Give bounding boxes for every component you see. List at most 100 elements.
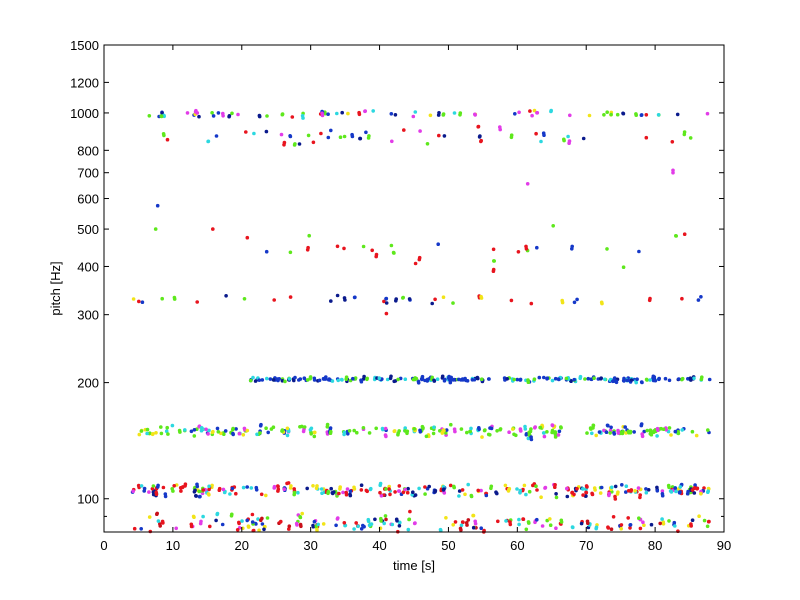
- data-point: [439, 528, 443, 533]
- data-point: [299, 524, 303, 529]
- data-point: [657, 376, 661, 381]
- data-point: [527, 489, 532, 494]
- data-point: [444, 516, 448, 520]
- data-point: [384, 301, 389, 305]
- data-point: [529, 301, 534, 306]
- data-point: [515, 377, 520, 382]
- data-point: [390, 139, 394, 144]
- data-point: [250, 512, 255, 517]
- data-point: [692, 376, 696, 381]
- data-point: [655, 489, 660, 493]
- data-point: [480, 435, 484, 439]
- data-point: [656, 113, 661, 117]
- data-point: [389, 243, 394, 248]
- data-point: [269, 427, 274, 431]
- data-point: [453, 429, 457, 434]
- data-point: [342, 246, 346, 251]
- data-point: [678, 485, 683, 489]
- data-point: [408, 509, 412, 514]
- data-point: [636, 486, 641, 490]
- data-point: [511, 427, 515, 431]
- data-point: [411, 490, 415, 495]
- data-point: [367, 431, 372, 435]
- data-point: [216, 111, 221, 115]
- data-point: [312, 519, 317, 524]
- data-point: [648, 428, 653, 433]
- data-point: [488, 426, 492, 430]
- data-point: [565, 486, 569, 491]
- data-point: [420, 377, 424, 382]
- data-point: [378, 490, 382, 495]
- data-point: [706, 489, 710, 494]
- data-point: [639, 113, 644, 117]
- data-point: [571, 525, 575, 530]
- data-point: [207, 493, 211, 497]
- data-point: [329, 299, 333, 303]
- data-point: [592, 376, 596, 381]
- data-point: [605, 110, 609, 114]
- data-point: [195, 484, 200, 489]
- data-point: [451, 523, 456, 527]
- data-point: [210, 111, 214, 115]
- data-point: [591, 423, 596, 428]
- data-point: [165, 137, 170, 142]
- data-point: [259, 518, 263, 523]
- data-point: [300, 424, 304, 429]
- data-point: [251, 375, 255, 380]
- data-point: [635, 377, 639, 382]
- data-point: [517, 110, 521, 115]
- data-point: [371, 109, 376, 113]
- data-point: [461, 520, 465, 525]
- data-point: [527, 521, 531, 525]
- data-point: [370, 248, 375, 253]
- data-point: [264, 493, 268, 498]
- data-point: [338, 485, 343, 489]
- data-point: [222, 432, 226, 437]
- data-point: [192, 490, 197, 494]
- data-point: [554, 495, 559, 500]
- data-point: [248, 378, 253, 383]
- data-point: [432, 379, 437, 383]
- data-point: [320, 113, 325, 118]
- data-point: [568, 113, 572, 118]
- data-point: [367, 134, 371, 138]
- data-point: [604, 430, 609, 435]
- data-point: [340, 110, 345, 115]
- data-point: [199, 519, 203, 524]
- data-point: [658, 521, 662, 526]
- data-point: [640, 434, 645, 439]
- data-point: [335, 111, 339, 116]
- data-point: [361, 244, 366, 249]
- data-point: [271, 378, 276, 382]
- data-point: [308, 375, 313, 379]
- data-point: [321, 522, 326, 526]
- data-point: [648, 296, 652, 301]
- data-point: [523, 427, 528, 431]
- data-point: [285, 426, 290, 431]
- data-point: [407, 517, 412, 522]
- data-point: [625, 378, 629, 383]
- data-point: [655, 434, 659, 438]
- data-point: [389, 374, 393, 379]
- data-point: [166, 432, 170, 436]
- data-point: [392, 429, 397, 433]
- data-point: [418, 129, 422, 133]
- data-point: [241, 433, 246, 437]
- data-point: [605, 247, 609, 251]
- data-point: [403, 377, 408, 382]
- data-point: [442, 487, 446, 492]
- data-point: [517, 517, 521, 522]
- data-point: [675, 112, 680, 117]
- data-point: [680, 428, 684, 432]
- data-point: [383, 426, 388, 431]
- data-point: [603, 377, 607, 382]
- data-point: [340, 378, 344, 382]
- data-point: [532, 108, 537, 113]
- data-point: [608, 431, 612, 435]
- data-point: [674, 489, 678, 494]
- data-point: [594, 525, 599, 530]
- data-point: [550, 378, 555, 383]
- data-point: [673, 429, 678, 434]
- data-point: [521, 517, 526, 521]
- data-point: [634, 113, 638, 117]
